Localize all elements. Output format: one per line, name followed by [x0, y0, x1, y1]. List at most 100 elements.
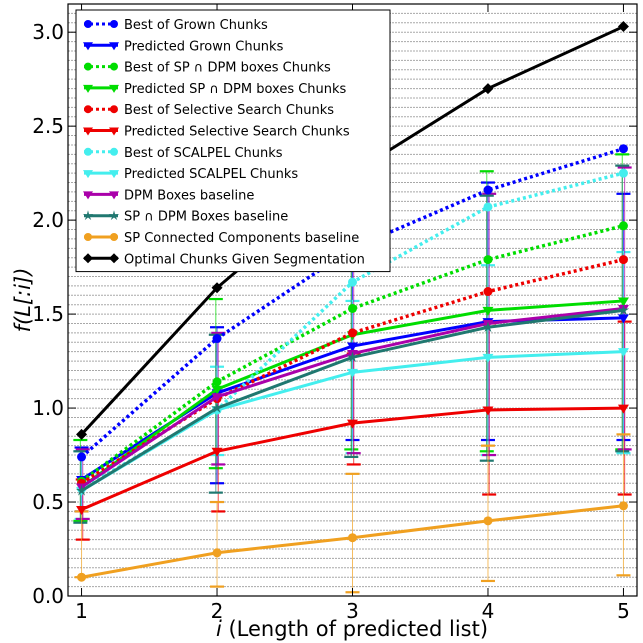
legend-label: Best of SCALPEL Chunks — [124, 146, 283, 161]
y-tick-label: 2.0 — [32, 208, 64, 232]
legend-marker — [110, 62, 118, 71]
x-tick-label: 4 — [482, 599, 495, 623]
x-axis-label-var: i — [216, 617, 222, 641]
series-predicted-selective-search-chunks — [76, 404, 629, 516]
legend-marker — [110, 105, 118, 114]
legend-marker — [84, 233, 92, 241]
y-tick-label: 1.0 — [32, 396, 64, 420]
series-line — [80, 224, 624, 483]
legend-entry: Predicted SP ∩ DPM boxes Chunks — [83, 82, 347, 97]
legend-marker — [110, 147, 118, 156]
legend-label: Optimal Chunks Given Segmentation — [124, 252, 365, 267]
legend-marker — [109, 84, 119, 93]
data-point — [618, 168, 628, 178]
data-point — [617, 348, 629, 358]
data-point — [76, 428, 88, 440]
legend-entry: Best of Grown Chunks — [84, 18, 268, 33]
legend-marker — [110, 20, 118, 28]
data-point — [348, 533, 357, 543]
legend-marker — [110, 233, 118, 241]
legend-marker — [83, 170, 93, 179]
series-sp-dpm-boxes-baseline — [75, 304, 630, 496]
legend-marker — [84, 62, 92, 71]
y-tick-label: 3.0 — [32, 20, 64, 44]
legend-entry: SP Connected Components baseline — [84, 231, 359, 246]
legend-label: SP ∩ DPM Boxes baseline — [124, 210, 288, 225]
data-point — [211, 385, 223, 395]
data-point — [618, 144, 628, 154]
data-point — [618, 255, 628, 265]
legend-marker — [84, 147, 92, 156]
legend-marker — [82, 210, 94, 221]
y-axis-label: f(L[:i]) — [11, 268, 35, 333]
x-tick-label: 3 — [346, 599, 359, 623]
legend-entry: Predicted Selective Search Chunks — [83, 125, 350, 140]
series-sp-connected-components-baseline — [77, 501, 628, 582]
legend-marker — [109, 253, 119, 264]
y-tick-label: 1.5 — [32, 302, 64, 326]
legend-marker — [83, 127, 93, 136]
data-point — [617, 304, 630, 316]
x-tick-label: 5 — [617, 599, 630, 623]
data-point — [482, 353, 494, 363]
x-axis-label: i (Length of predicted list) — [216, 617, 488, 641]
legend-marker — [108, 210, 120, 221]
data-point — [482, 83, 494, 95]
data-point — [212, 334, 222, 344]
legend-marker — [109, 170, 119, 179]
data-point — [211, 393, 223, 403]
data-point — [617, 21, 629, 33]
x-axis-label-rest: (Length of predicted list) — [222, 617, 488, 641]
legend-marker — [84, 20, 92, 28]
legend-label: Best of Grown Chunks — [124, 18, 268, 33]
legend-marker — [109, 127, 119, 136]
data-point — [483, 255, 493, 265]
legend-box — [75, 9, 391, 273]
legend-marker — [84, 105, 92, 114]
legend-entry: Optimal Chunks Given Segmentation — [83, 252, 365, 267]
data-point — [482, 306, 494, 316]
data-point — [347, 342, 358, 352]
data-point — [347, 368, 358, 378]
legend-label: Best of SP ∩ DPM boxes Chunks — [124, 61, 331, 76]
data-point — [77, 452, 87, 462]
legend-label: DPM Boxes baseline — [124, 188, 254, 203]
legend-marker — [83, 191, 93, 200]
legend-entry: Predicted Grown Chunks — [83, 39, 284, 54]
data-point — [76, 506, 88, 516]
data-point — [75, 484, 88, 496]
legend: Best of Grown Chunks Predicted Grown Chun… — [75, 9, 391, 273]
legend-entry: DPM Boxes baseline — [83, 188, 254, 203]
data-point — [483, 516, 493, 526]
data-point — [211, 402, 223, 413]
legend-label: Best of Selective Search Chunks — [124, 103, 334, 118]
y-tick-label: 0.0 — [32, 584, 64, 608]
data-point — [483, 202, 493, 212]
y-tick-label: 2.5 — [32, 114, 64, 138]
data-point — [348, 303, 357, 313]
legend-marker — [109, 42, 119, 51]
y-tick-label: 0.5 — [32, 490, 64, 514]
legend-marker — [83, 84, 93, 93]
legend-label: Predicted SP ∩ DPM boxes Chunks — [124, 82, 347, 97]
data-point — [211, 282, 223, 294]
legend-label: Predicted Grown Chunks — [124, 39, 284, 54]
data-point — [482, 406, 494, 416]
legend-marker — [83, 42, 93, 51]
data-point — [618, 221, 628, 231]
legend-entry: Best of SCALPEL Chunks — [84, 146, 283, 161]
data-point — [348, 277, 357, 287]
legend-entry: SP ∩ DPM Boxes baseline — [82, 210, 288, 225]
data-point — [346, 351, 359, 363]
x-tick-label: 1 — [75, 599, 88, 623]
x-tick-label: 2 — [211, 599, 224, 623]
series-line — [80, 257, 624, 485]
data-point — [482, 321, 494, 333]
data-point — [211, 447, 223, 457]
data-point — [617, 404, 629, 414]
legend-entry: Predicted SCALPEL Chunks — [83, 167, 298, 182]
legend-label: Predicted SCALPEL Chunks — [124, 167, 298, 182]
data-point — [483, 185, 493, 195]
legend-marker — [83, 253, 93, 264]
